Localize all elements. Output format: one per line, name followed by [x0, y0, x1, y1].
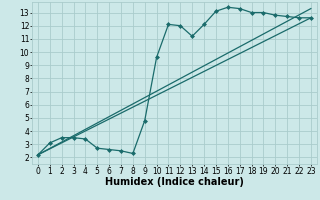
X-axis label: Humidex (Indice chaleur): Humidex (Indice chaleur): [105, 177, 244, 187]
